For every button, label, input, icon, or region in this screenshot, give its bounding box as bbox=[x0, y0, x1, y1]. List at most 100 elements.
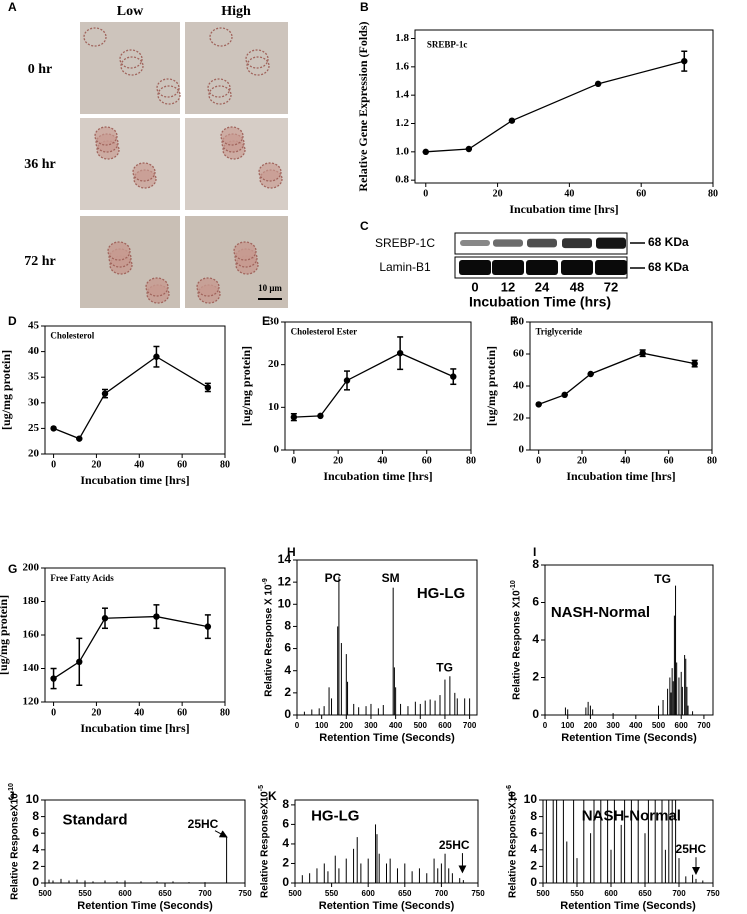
y-tick-label: 1.8 bbox=[395, 32, 409, 44]
x-tick-label: 500 bbox=[414, 721, 428, 730]
y-tick-label: 12 bbox=[278, 574, 292, 588]
x-tick-label: 500 bbox=[288, 889, 302, 898]
marker bbox=[317, 412, 324, 420]
y-tick-label: 8 bbox=[282, 797, 289, 811]
lane-label: 12 bbox=[501, 279, 515, 294]
chart-title: NASH-Normal bbox=[551, 604, 650, 621]
x-tick-label: 60 bbox=[177, 459, 187, 470]
chart-title: Cholesterol Ester bbox=[291, 326, 358, 336]
y-tick-label: 10 bbox=[524, 792, 538, 806]
marker bbox=[76, 435, 83, 442]
y-axis-label: Relative Gene Expression (Folds) bbox=[356, 21, 370, 191]
band bbox=[526, 260, 558, 275]
micrographs bbox=[80, 22, 288, 308]
y-tick-label: 20 bbox=[513, 412, 525, 424]
x-tick-label: 600 bbox=[118, 889, 132, 898]
chart-panel: F 0 20 40 60 80 0 20 40 60 80 Incubation time [hrs]… bbox=[484, 314, 717, 483]
y-tick-label: 10 bbox=[278, 596, 292, 610]
marker bbox=[50, 675, 57, 682]
x-tick-label: 60 bbox=[664, 455, 674, 466]
y-tick-label: 14 bbox=[278, 552, 292, 566]
plot-frame bbox=[284, 321, 472, 451]
annotation: TG bbox=[654, 572, 671, 586]
annotation: PC bbox=[325, 571, 342, 585]
blot-bands bbox=[459, 237, 627, 275]
y-axis-exponent: -10 bbox=[8, 783, 15, 793]
plot-frame bbox=[542, 799, 714, 884]
x-tick-label: 100 bbox=[315, 721, 329, 730]
scale-label: 10 μm bbox=[258, 283, 282, 293]
panel-letter: B bbox=[360, 0, 369, 14]
chart-panel: G 0 20 40 60 80 120 140 160 180 200 Incubation time… bbox=[0, 562, 230, 735]
x-tick-label: 80 bbox=[220, 459, 230, 470]
y-tick-label: 2 bbox=[284, 685, 291, 699]
y-tick-label: 10 bbox=[268, 401, 280, 413]
x-tick-label: 750 bbox=[471, 889, 485, 898]
x-axis-label: Incubation time [hrs] bbox=[509, 202, 618, 216]
cell bbox=[196, 277, 220, 297]
x-tick-label: 80 bbox=[220, 707, 230, 718]
x-tick-label: 600 bbox=[438, 721, 452, 730]
x-tick-label: 60 bbox=[636, 188, 646, 199]
x-tick-label: 500 bbox=[652, 721, 666, 730]
x-tick-label: 20 bbox=[91, 459, 101, 470]
cell bbox=[107, 241, 131, 261]
panel-letter: J bbox=[8, 789, 15, 803]
plot-frame bbox=[544, 564, 714, 716]
band bbox=[492, 260, 524, 275]
y-tick-label: 6 bbox=[282, 817, 289, 831]
marker bbox=[204, 623, 212, 630]
band bbox=[527, 238, 557, 248]
panel-letter: K bbox=[268, 789, 277, 803]
panel-letter: D bbox=[8, 314, 17, 328]
y-tick-label: 8 bbox=[532, 557, 539, 571]
x-tick-label: 550 bbox=[325, 889, 339, 898]
data-line bbox=[538, 352, 695, 406]
chart-title: Cholesterol bbox=[50, 330, 94, 340]
x-axis-label: Incubation time [hrs] bbox=[566, 469, 675, 483]
row-label: 36 hr bbox=[24, 157, 56, 172]
cell bbox=[246, 56, 270, 76]
lane-label: 48 bbox=[570, 279, 584, 294]
marker bbox=[508, 117, 516, 124]
band bbox=[596, 237, 626, 249]
y-tick-label: 80 bbox=[513, 316, 525, 328]
x-tick-label: 200 bbox=[340, 721, 354, 730]
plot-frame bbox=[44, 567, 226, 703]
y-tick-label: 0 bbox=[32, 875, 39, 889]
x-axis-label: Retention Time (Seconds) bbox=[77, 900, 213, 912]
marker bbox=[50, 425, 57, 432]
panel-letter: H bbox=[287, 545, 296, 559]
marker bbox=[587, 370, 594, 378]
y-tick-label: 180 bbox=[23, 595, 40, 607]
panel-letter: I bbox=[533, 545, 536, 559]
marker bbox=[101, 390, 109, 397]
band bbox=[460, 240, 490, 246]
cell bbox=[145, 277, 169, 297]
chart-title: Free Fatty Acids bbox=[50, 573, 114, 583]
chart-panel: H 0 100 200 300 400 500 600 700 0 2 4 6 8 10 12 14 Retent… bbox=[262, 545, 478, 744]
y-tick-label: 0.8 bbox=[395, 174, 409, 186]
data-line bbox=[53, 615, 208, 680]
y-tick-label: 1.4 bbox=[395, 89, 409, 101]
band bbox=[595, 260, 627, 275]
y-tick-label: 8 bbox=[32, 809, 39, 823]
band-label: SREBP-1C bbox=[375, 236, 435, 250]
x-tick-label: 750 bbox=[706, 889, 720, 898]
cell bbox=[120, 56, 144, 76]
x-tick-label: 700 bbox=[672, 889, 686, 898]
marker bbox=[343, 377, 351, 384]
cell bbox=[83, 27, 107, 47]
chart-title: Standard bbox=[62, 812, 127, 829]
y-tick-label: 4 bbox=[284, 663, 291, 677]
marker bbox=[450, 373, 457, 380]
x-tick-label: 20 bbox=[493, 188, 503, 199]
x-tick-label: 20 bbox=[333, 455, 343, 466]
lane-labels: 0 12 24 48 72 bbox=[471, 279, 618, 294]
cell bbox=[132, 162, 156, 182]
x-tick-label: 40 bbox=[564, 188, 574, 199]
y-tick-label: 0 bbox=[284, 707, 291, 721]
cell bbox=[233, 241, 257, 261]
chart-title: HG-LG bbox=[311, 808, 359, 825]
